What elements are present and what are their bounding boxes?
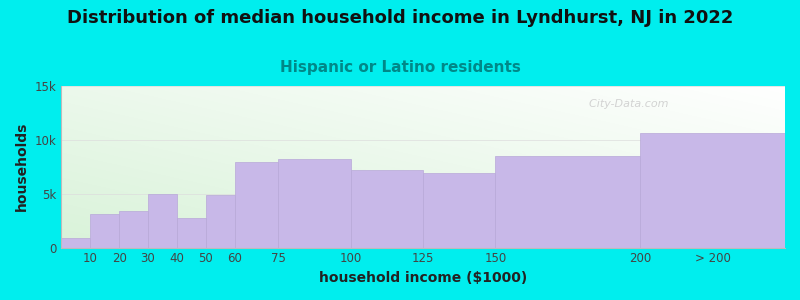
Bar (148, 194, 177, 248)
Bar (235, 163, 278, 248)
Bar (423, 173, 495, 247)
Bar (206, 195, 235, 248)
Y-axis label: households: households (15, 122, 29, 212)
Bar (90, 214, 119, 248)
Bar (640, 134, 785, 248)
X-axis label: household income ($1000): household income ($1000) (319, 271, 527, 285)
Bar (61, 238, 90, 247)
Text: Hispanic or Latino residents: Hispanic or Latino residents (279, 60, 521, 75)
Bar (278, 159, 350, 248)
Text: City-Data.com: City-Data.com (582, 99, 669, 109)
Bar (495, 156, 640, 248)
Text: Distribution of median household income in Lyndhurst, NJ in 2022: Distribution of median household income … (67, 9, 733, 27)
Bar (177, 218, 206, 248)
Bar (119, 211, 148, 247)
Bar (350, 170, 423, 248)
